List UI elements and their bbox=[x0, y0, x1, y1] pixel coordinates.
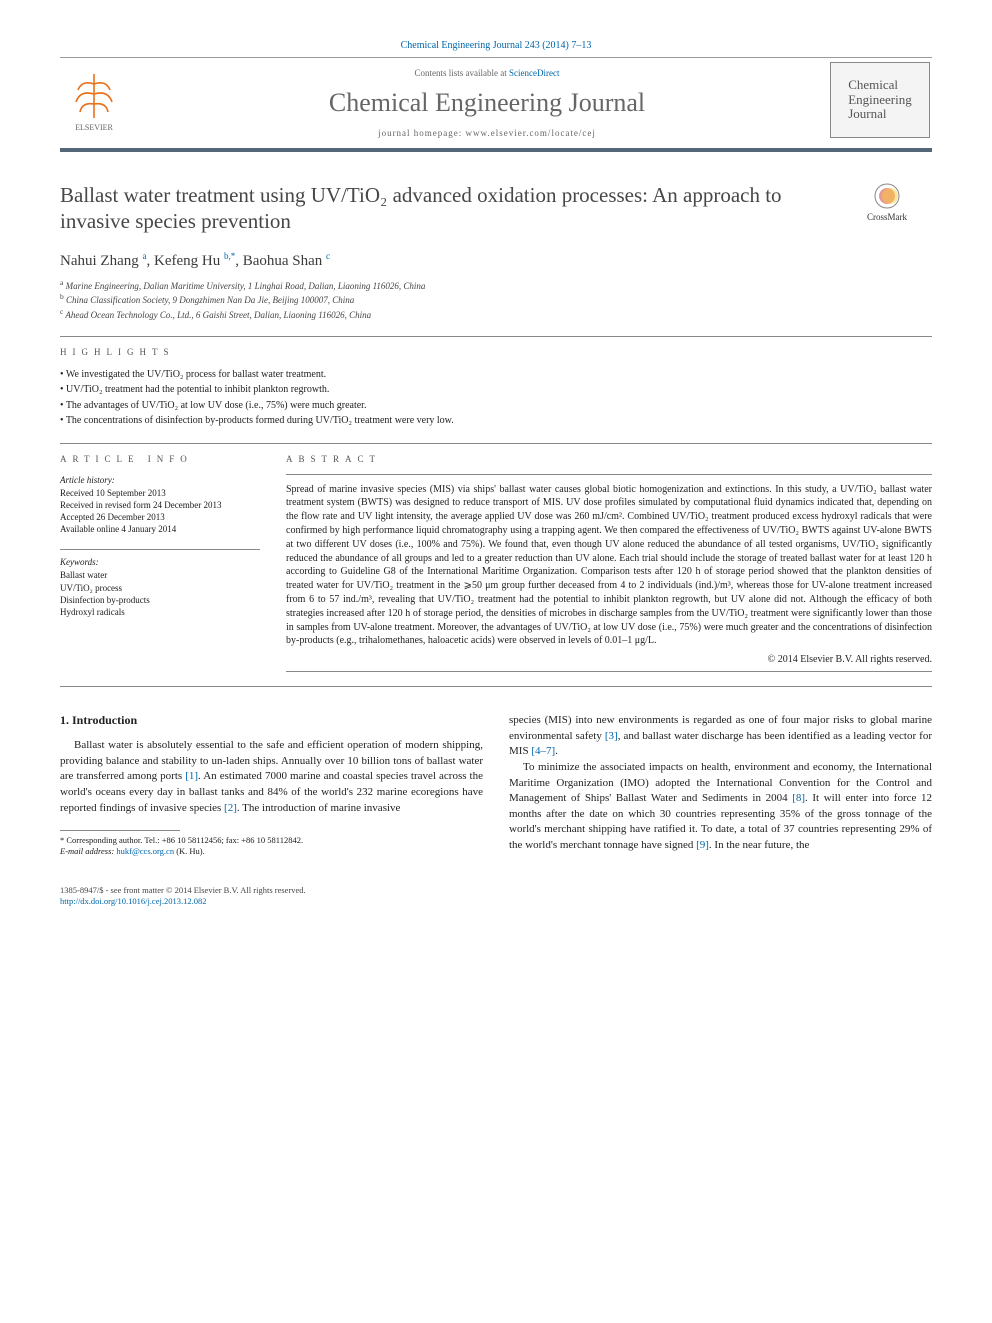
svg-text:ELSEVIER: ELSEVIER bbox=[75, 123, 113, 132]
cite-9[interactable]: [9] bbox=[696, 839, 709, 851]
cite-2[interactable]: [2] bbox=[224, 802, 237, 814]
highlight-item: The advantages of UV/TiO₂ at low UV dose… bbox=[60, 398, 932, 414]
abstract-text: Spread of marine invasive species (MIS) … bbox=[286, 483, 932, 649]
cite-4-7[interactable]: [4–7] bbox=[531, 745, 555, 757]
journal-cover-thumb: Chemical Engineering Journal bbox=[830, 62, 930, 138]
doi-link[interactable]: http://dx.doi.org/10.1016/j.cej.2013.12.… bbox=[60, 896, 206, 906]
journal-homepage: journal homepage: www.elsevier.com/locat… bbox=[144, 128, 830, 138]
crossmark-badge[interactable]: CrossMark bbox=[842, 182, 932, 222]
masthead: ELSEVIER Contents lists available at Sci… bbox=[60, 62, 932, 152]
highlight-item: UV/TiO₂ treatment had the potential to i… bbox=[60, 382, 932, 398]
sciencedirect-link[interactable]: ScienceDirect bbox=[509, 68, 559, 78]
article-history: Article history: Received 10 September 2… bbox=[60, 474, 260, 536]
article-info-label: article info bbox=[60, 454, 260, 464]
keywords: Keywords: Ballast waterUV/TiO₂ processDi… bbox=[60, 556, 260, 618]
intro-paragraph-3: To minimize the associated impacts on he… bbox=[509, 760, 932, 854]
affiliations: a Marine Engineering, Dalian Maritime Un… bbox=[60, 278, 932, 322]
section-heading-intro: 1. Introduction bbox=[60, 713, 483, 728]
corresponding-author-note: * Corresponding author. Tel.: +86 10 581… bbox=[60, 835, 483, 857]
cite-8[interactable]: [8] bbox=[792, 792, 805, 804]
publisher-logo: ELSEVIER bbox=[64, 62, 144, 138]
page-footer: 1385-8947/$ - see front matter © 2014 El… bbox=[60, 885, 932, 907]
intro-paragraph-2: species (MIS) into new environments is r… bbox=[509, 713, 932, 760]
abstract-label: abstract bbox=[286, 454, 932, 464]
body-columns: 1. Introduction Ballast water is absolut… bbox=[60, 713, 932, 857]
author-list: Nahui Zhang a, Kefeng Hu b,*, Baohua Sha… bbox=[60, 251, 932, 270]
cite-3[interactable]: [3] bbox=[605, 730, 618, 742]
citation-bar: Chemical Engineering Journal 243 (2014) … bbox=[60, 40, 932, 58]
article-title: Ballast water treatment using UV/TiO₂ ad… bbox=[60, 182, 932, 235]
contents-line: Contents lists available at ScienceDirec… bbox=[144, 68, 830, 78]
highlight-item: The concentrations of disinfection by-pr… bbox=[60, 413, 932, 429]
highlights-section: highlights We investigated the UV/TiO₂ p… bbox=[60, 347, 932, 429]
corr-email-link[interactable]: hukf@ccs.org.cn bbox=[116, 846, 174, 856]
journal-name: Chemical Engineering Journal bbox=[144, 88, 830, 118]
highlight-item: We investigated the UV/TiO₂ process for … bbox=[60, 367, 932, 383]
cite-1[interactable]: [1] bbox=[185, 770, 198, 782]
abstract-copyright: © 2014 Elsevier B.V. All rights reserved… bbox=[286, 654, 932, 665]
intro-paragraph-1: Ballast water is absolutely essential to… bbox=[60, 738, 483, 816]
highlights-label: highlights bbox=[60, 347, 932, 357]
